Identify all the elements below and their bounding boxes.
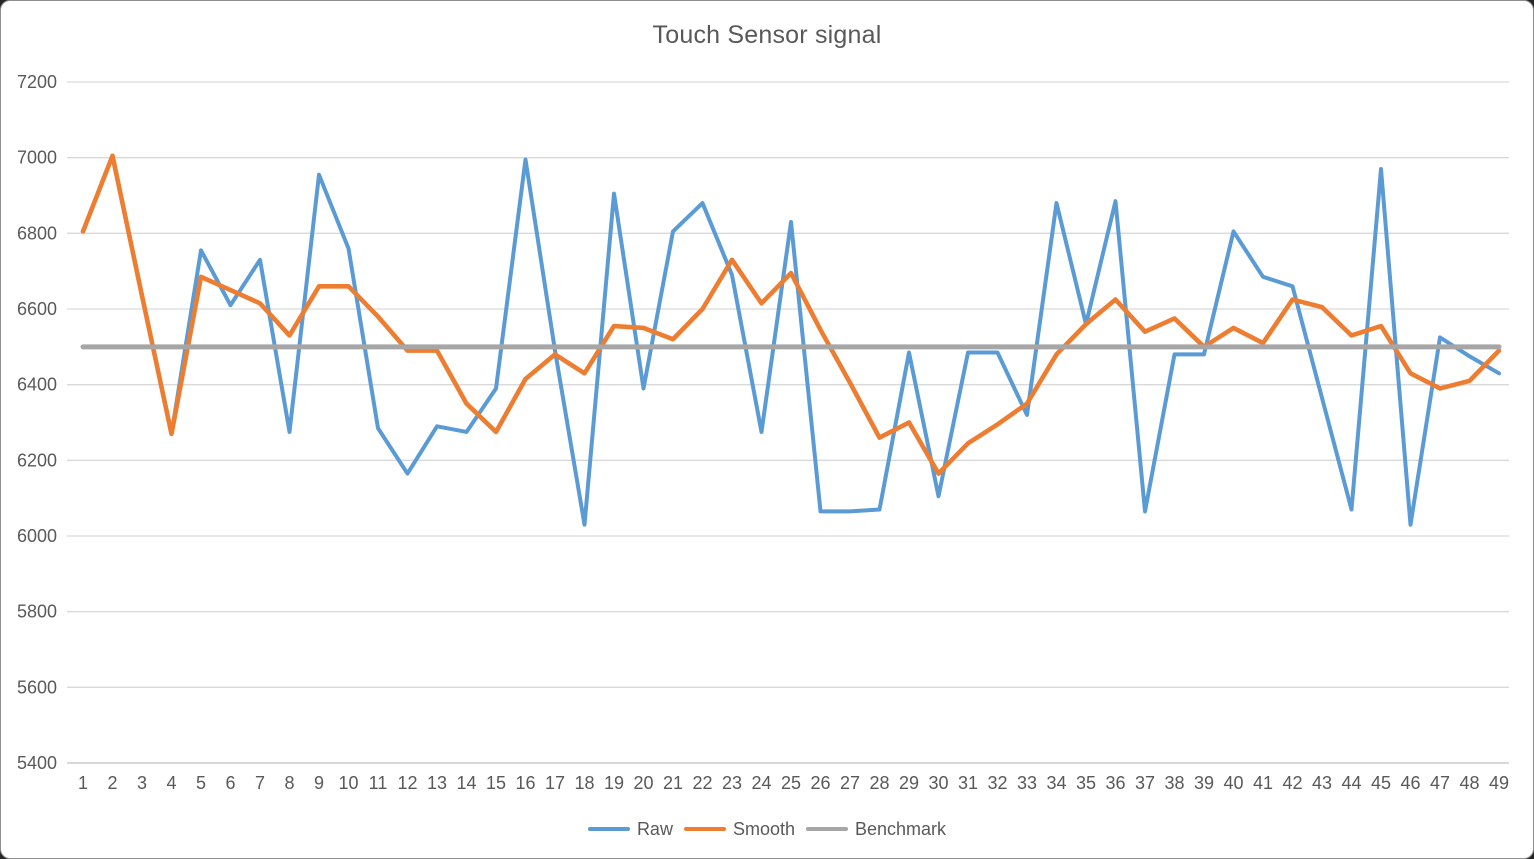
x-tick-label: 17	[545, 773, 565, 793]
x-tick-label: 26	[810, 773, 830, 793]
y-tick-label: 6400	[17, 375, 57, 395]
x-tick-label: 31	[958, 773, 978, 793]
x-tick-label: 35	[1076, 773, 1096, 793]
x-tick-label: 23	[722, 773, 742, 793]
raw-series-line[interactable]	[81, 153, 1501, 527]
x-tick-label: 34	[1046, 773, 1066, 793]
x-tick-label: 47	[1430, 773, 1450, 793]
x-tick-label: 48	[1459, 773, 1479, 793]
x-tick-label: 20	[633, 773, 653, 793]
x-tick-label: 24	[751, 773, 771, 793]
x-tick-label: 36	[1105, 773, 1125, 793]
y-tick-label: 6200	[17, 450, 57, 470]
raw-legend-swatch	[587, 827, 630, 831]
x-tick-label: 5	[196, 773, 206, 793]
x-tick-label: 39	[1194, 773, 1214, 793]
smooth-legend-swatch	[683, 827, 726, 831]
x-tick-label: 25	[781, 773, 801, 793]
x-tick-label: 45	[1371, 773, 1391, 793]
y-tick-label: 5800	[17, 602, 57, 622]
x-tick-label: 19	[604, 773, 624, 793]
x-tick-label: 13	[427, 773, 447, 793]
x-tick-label: 42	[1282, 773, 1302, 793]
x-tick-label: 2	[107, 773, 117, 793]
x-tick-label: 8	[284, 773, 294, 793]
x-tick-label: 43	[1312, 773, 1332, 793]
x-tick-label: 12	[397, 773, 417, 793]
y-tick-label: 6000	[17, 526, 57, 546]
smooth-series-line[interactable]	[80, 153, 1502, 476]
x-tick-label: 38	[1164, 773, 1184, 793]
x-tick-label: 7	[255, 773, 265, 793]
x-tick-label: 30	[928, 773, 948, 793]
x-tick-label: 49	[1489, 773, 1509, 793]
x-tick-label: 14	[456, 773, 476, 793]
legend-item-raw[interactable]: Raw	[587, 818, 673, 840]
x-tick-label: 22	[692, 773, 712, 793]
x-tick-label: 46	[1400, 773, 1420, 793]
y-tick-label: 7000	[17, 148, 57, 168]
x-tick-label: 21	[663, 773, 683, 793]
legend: Raw Smooth Benchmark	[1, 815, 1533, 843]
chart-title: Touch Sensor signal	[652, 21, 882, 49]
y-tick-label: 7200	[17, 72, 57, 92]
x-tick-label: 11	[369, 773, 388, 793]
legend-label: Benchmark	[855, 818, 947, 839]
benchmark-legend-swatch	[806, 827, 848, 831]
x-tick-label: 4	[166, 773, 176, 793]
x-tick-label: 27	[840, 773, 860, 793]
x-tick-label: 41	[1253, 773, 1273, 793]
x-tick-label: 29	[899, 773, 919, 793]
legend-label: Smooth	[732, 818, 795, 839]
x-tick-label: 37	[1135, 773, 1155, 793]
x-tick-label: 16	[515, 773, 535, 793]
x-tick-label: 9	[314, 773, 324, 793]
x-tick-label: 6	[225, 773, 235, 793]
y-tick-label: 6600	[17, 299, 57, 319]
legend-item-smooth[interactable]: Smooth	[683, 818, 795, 840]
x-tick-label: 33	[1017, 773, 1037, 793]
x-tick-label: 1	[78, 773, 88, 793]
x-tick-label: 28	[869, 773, 889, 793]
x-tick-label: 10	[338, 773, 358, 793]
y-tick-label: 5600	[17, 677, 57, 697]
legend-label: Raw	[636, 818, 673, 839]
legend-item-benchmark[interactable]: Benchmark	[806, 819, 946, 840]
y-tick-label: 6800	[17, 223, 57, 243]
x-tick-label: 44	[1341, 773, 1361, 793]
x-tick-label: 32	[987, 773, 1007, 793]
x-tick-label: 18	[574, 773, 594, 793]
y-tick-label: 5400	[17, 753, 57, 773]
x-tick-label: 3	[137, 773, 147, 793]
x-tick-label: 40	[1223, 773, 1243, 793]
x-tick-label: 15	[486, 773, 506, 793]
